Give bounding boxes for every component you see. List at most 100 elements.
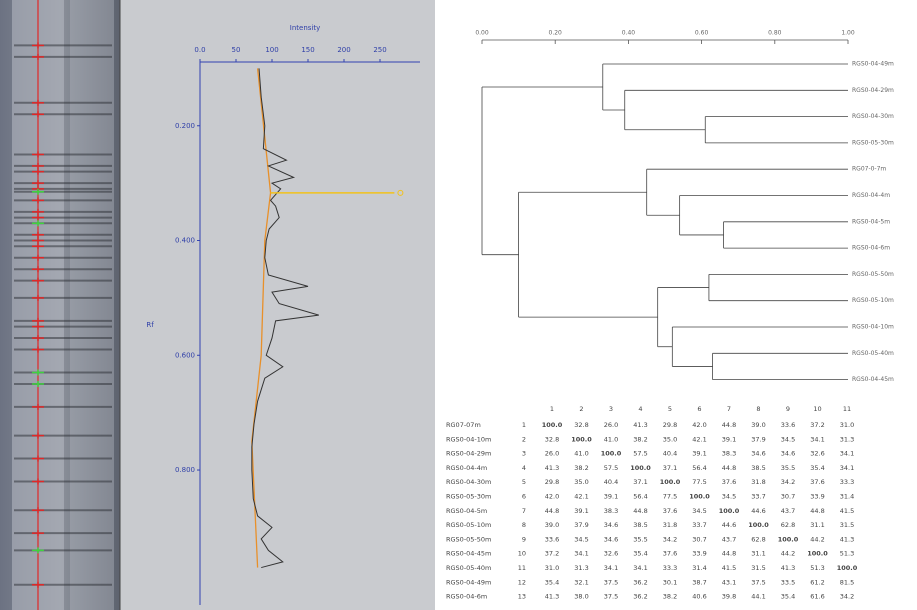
cell: 34.6 — [781, 450, 795, 458]
y-tick-label: 0.200 — [175, 122, 195, 130]
cell: 44.8 — [722, 421, 736, 429]
cell: 77.5 — [692, 478, 706, 486]
cell: 38.2 — [574, 464, 588, 472]
cell: 100.0 — [837, 564, 858, 572]
cell: 34.5 — [692, 507, 706, 515]
cell: 51.3 — [840, 550, 854, 558]
cell: 100.0 — [601, 450, 622, 458]
cell: 43.7 — [722, 535, 736, 543]
cell: 39.1 — [722, 435, 736, 443]
cell: 44.2 — [781, 550, 795, 558]
cell: 62.8 — [751, 535, 765, 543]
cell: 37.6 — [663, 507, 677, 515]
x-tick-label: 0.60 — [695, 30, 709, 37]
cell: 100.0 — [719, 507, 740, 515]
leaf-label: RGS0-05-10m — [852, 297, 894, 304]
cell: 44.1 — [751, 593, 765, 601]
cell: 100.0 — [807, 550, 828, 558]
cell: 31.0 — [545, 564, 559, 572]
cell: 34.5 — [781, 435, 795, 443]
y-tick-label: 0.800 — [175, 466, 195, 474]
cell: 37.5 — [751, 578, 765, 586]
column-header: 5 — [668, 405, 672, 413]
cell: 31.0 — [840, 421, 854, 429]
cell: 34.1 — [840, 464, 854, 472]
cell: 34.1 — [633, 564, 647, 572]
leaf-label: RGS0-05-50m — [852, 271, 894, 278]
gel-lane — [70, 0, 114, 610]
row-index: 9 — [522, 535, 526, 543]
cell: 34.2 — [663, 535, 677, 543]
cell: 31.8 — [663, 521, 677, 529]
cell: 41.0 — [574, 450, 588, 458]
cell: 35.4 — [810, 464, 824, 472]
cell: 38.5 — [751, 464, 765, 472]
row-name: RGS0-05-40m — [446, 564, 491, 572]
column-header: 10 — [813, 405, 821, 413]
cell: 44.8 — [722, 550, 736, 558]
column-header: 9 — [786, 405, 790, 413]
cell: 42.1 — [692, 435, 706, 443]
column-header: 7 — [727, 405, 731, 413]
row-name: RGS0-05-30m — [446, 493, 491, 501]
cell: 38.5 — [633, 521, 647, 529]
cell: 39.0 — [751, 421, 765, 429]
row-name: RGS0-04-4m — [446, 464, 487, 472]
cell: 44.8 — [545, 507, 559, 515]
cell: 35.4 — [781, 593, 795, 601]
row-index: 5 — [522, 478, 526, 486]
cell: 38.0 — [574, 593, 588, 601]
row-name: RGS0-04-30m — [446, 478, 491, 486]
cell: 38.2 — [633, 435, 647, 443]
cell: 35.5 — [781, 464, 795, 472]
cell: 35.4 — [545, 578, 559, 586]
leaf-label: RGS0-04-4m — [852, 192, 890, 199]
cell: 30.1 — [663, 578, 677, 586]
cell: 100.0 — [778, 535, 799, 543]
cell: 44.8 — [810, 507, 824, 515]
cell: 100.0 — [571, 435, 592, 443]
cell: 37.1 — [633, 478, 647, 486]
cell: 37.2 — [810, 421, 824, 429]
cell: 39.1 — [692, 450, 706, 458]
row-name: RGS0-04-6m — [446, 593, 487, 601]
column-header: 3 — [609, 405, 613, 413]
cell: 41.3 — [633, 421, 647, 429]
cell: 38.3 — [722, 450, 736, 458]
x-tick-label: 0.00 — [475, 30, 489, 37]
x-tick-label: 0.0 — [194, 46, 205, 54]
leaf-label: RGS0-04-29m — [852, 87, 894, 94]
cell: 100.0 — [542, 421, 563, 429]
axis-title: Intensity — [290, 24, 320, 32]
cell: 33.5 — [781, 578, 795, 586]
leaf-label: RGS0-04-30m — [852, 113, 894, 120]
cell: 37.9 — [751, 435, 765, 443]
cell: 39.1 — [604, 493, 618, 501]
cell: 29.8 — [663, 421, 677, 429]
cell: 31.3 — [574, 564, 588, 572]
cell: 34.1 — [810, 435, 824, 443]
cell: 31.5 — [840, 521, 854, 529]
x-tick-label: 250 — [373, 46, 386, 54]
cell: 34.1 — [840, 450, 854, 458]
cell: 41.3 — [545, 464, 559, 472]
cell: 37.9 — [574, 521, 588, 529]
leaf-label: RGS0-04-6m — [852, 245, 890, 252]
cell: 77.5 — [663, 493, 677, 501]
cell: 57.5 — [604, 464, 618, 472]
cell: 40.6 — [692, 593, 706, 601]
cell: 34.1 — [574, 550, 588, 558]
cell: 31.4 — [840, 493, 854, 501]
x-tick-label: 1.00 — [841, 30, 855, 37]
cell: 37.1 — [663, 464, 677, 472]
cell: 41.5 — [840, 507, 854, 515]
x-tick-label: 200 — [337, 46, 350, 54]
leaf-label: RGS0-04-5m — [852, 218, 890, 225]
cell: 35.0 — [663, 435, 677, 443]
column-header: 6 — [697, 405, 701, 413]
leaf-label: RGS0-05-30m — [852, 139, 894, 146]
cell: 37.5 — [604, 593, 618, 601]
cell: 42.0 — [545, 493, 559, 501]
row-name: RGS0-05-50m — [446, 535, 491, 543]
row-index: 10 — [518, 550, 526, 558]
